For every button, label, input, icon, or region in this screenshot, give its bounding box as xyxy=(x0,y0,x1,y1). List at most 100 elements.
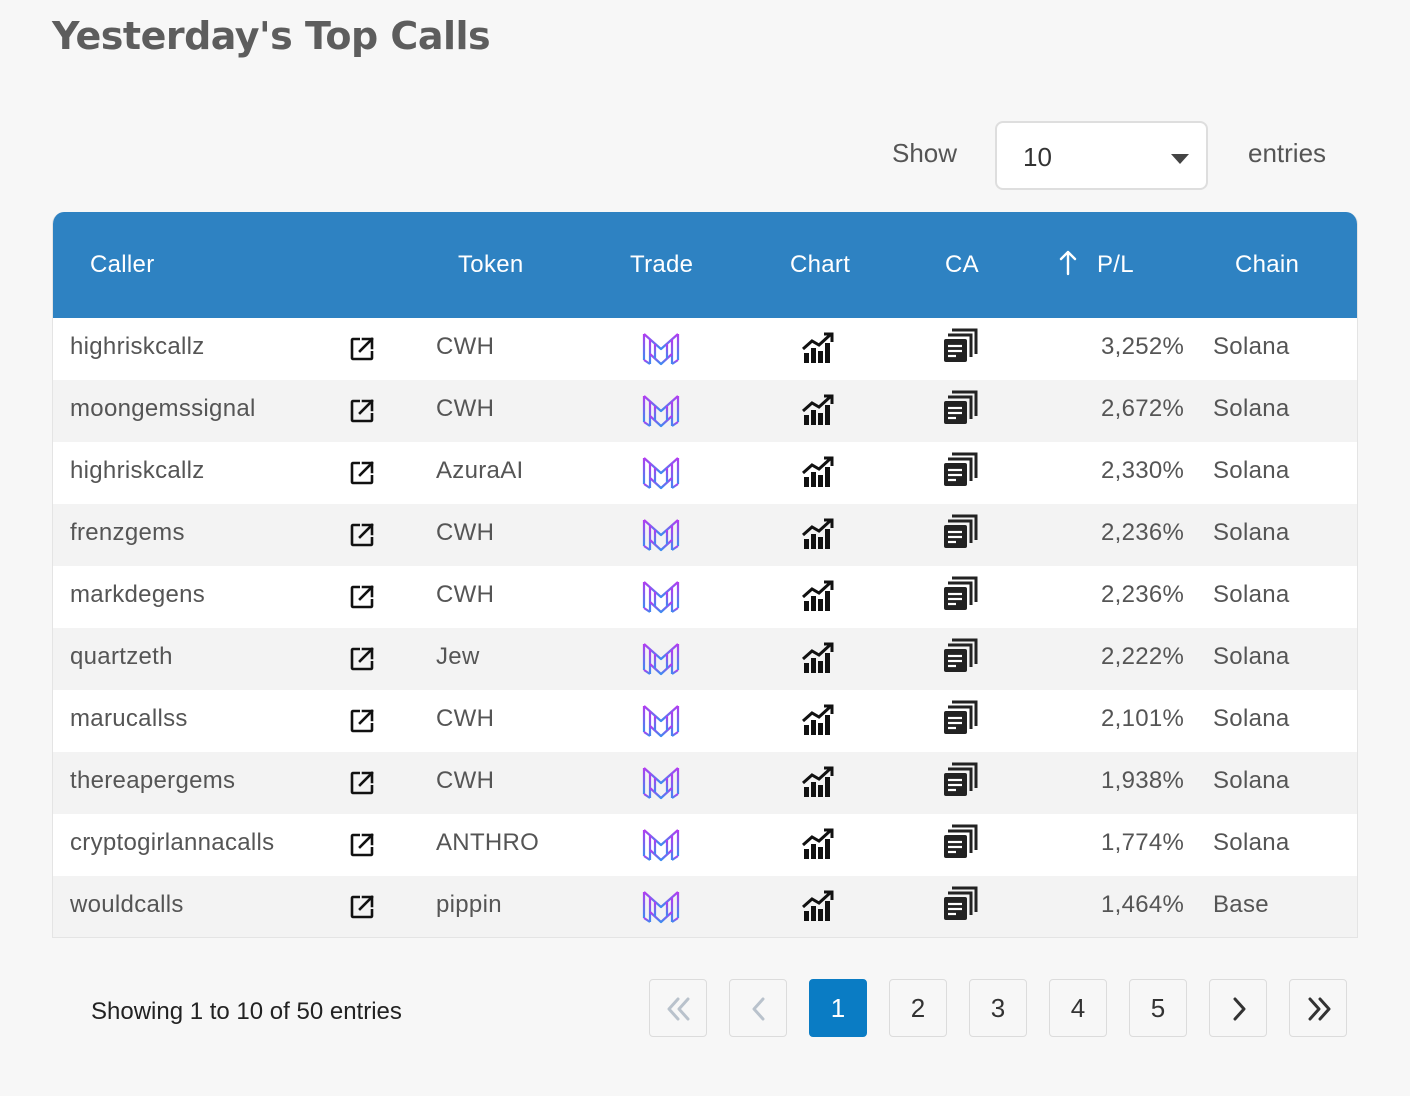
token-name: CWH xyxy=(436,333,495,360)
chart-growth-icon[interactable] xyxy=(801,517,835,551)
table-row: frenzgems CWH 2,236% Solana xyxy=(53,504,1357,566)
copy-icon[interactable] xyxy=(944,886,978,920)
profit-loss: 2,330% xyxy=(1101,457,1185,484)
header-trade[interactable]: Trade xyxy=(630,251,694,278)
double-chevron-right-icon xyxy=(1308,997,1331,1021)
token-name: CWH xyxy=(436,519,495,546)
caller-name: thereapergems xyxy=(70,767,236,794)
caller-name: markdegens xyxy=(70,581,206,608)
table-row: quartzeth Jew 2,222% Solana xyxy=(53,628,1357,690)
copy-icon[interactable] xyxy=(944,514,978,548)
token-name: CWH xyxy=(436,705,495,732)
caller-name: wouldcalls xyxy=(70,891,184,918)
caller-name: frenzgems xyxy=(70,519,185,546)
chevron-left-icon xyxy=(752,997,765,1021)
external-link-icon[interactable] xyxy=(349,894,375,920)
last-page-button[interactable] xyxy=(1289,979,1347,1037)
copy-icon[interactable] xyxy=(944,328,978,362)
trade-logo-icon[interactable] xyxy=(641,640,681,678)
copy-icon[interactable] xyxy=(944,824,978,858)
table-header: Caller Token Trade Chart CA P/L Chain xyxy=(53,212,1357,318)
header-caller[interactable]: Caller xyxy=(90,251,155,278)
trade-logo-icon[interactable] xyxy=(641,516,681,554)
trade-logo-icon[interactable] xyxy=(641,330,681,368)
chart-growth-icon[interactable] xyxy=(801,641,835,675)
header-chain[interactable]: Chain xyxy=(1235,251,1300,278)
trade-logo-icon[interactable] xyxy=(641,392,681,430)
caller-name: quartzeth xyxy=(70,643,173,670)
page-button-4[interactable]: 4 xyxy=(1049,979,1107,1037)
profit-loss: 2,101% xyxy=(1101,705,1185,732)
table-row: marucallss CWH 2,101% Solana xyxy=(53,690,1357,752)
external-link-icon[interactable] xyxy=(349,522,375,548)
chain-name: Solana xyxy=(1213,581,1290,608)
chart-growth-icon[interactable] xyxy=(801,579,835,613)
caller-name: marucallss xyxy=(70,705,188,732)
page-button-2[interactable]: 2 xyxy=(889,979,947,1037)
chart-growth-icon[interactable] xyxy=(801,827,835,861)
chevron-right-icon xyxy=(1233,997,1246,1021)
trade-logo-icon[interactable] xyxy=(641,454,681,492)
chain-name: Solana xyxy=(1213,767,1290,794)
token-name: ANTHRO xyxy=(436,829,540,856)
trade-logo-icon[interactable] xyxy=(641,702,681,740)
caret-down-icon xyxy=(1171,154,1189,164)
header-token[interactable]: Token xyxy=(458,251,524,278)
external-link-icon[interactable] xyxy=(349,460,375,486)
entries-label: entries xyxy=(1248,138,1327,168)
header-ca[interactable]: CA xyxy=(945,251,979,278)
trade-logo-icon[interactable] xyxy=(641,764,681,802)
copy-icon[interactable] xyxy=(944,638,978,672)
profit-loss: 3,252% xyxy=(1101,333,1185,360)
header-pl[interactable]: P/L xyxy=(1097,251,1134,278)
token-name: CWH xyxy=(436,581,495,608)
page-button-1[interactable]: 1 xyxy=(809,979,867,1037)
page-button-5[interactable]: 5 xyxy=(1129,979,1187,1037)
page-title: Yesterday's Top Calls xyxy=(52,14,491,58)
external-link-icon[interactable] xyxy=(349,646,375,672)
external-link-icon[interactable] xyxy=(349,398,375,424)
external-link-icon[interactable] xyxy=(349,770,375,796)
top-calls-table: Caller Token Trade Chart CA P/L Chain hi… xyxy=(52,212,1358,938)
header-chart[interactable]: Chart xyxy=(790,251,851,278)
token-name: pippin xyxy=(436,891,502,918)
chart-growth-icon[interactable] xyxy=(801,889,835,923)
token-name: Jew xyxy=(436,643,480,670)
arrow-up-icon[interactable] xyxy=(1059,250,1077,276)
first-page-button[interactable] xyxy=(649,979,707,1037)
chart-growth-icon[interactable] xyxy=(801,765,835,799)
copy-icon[interactable] xyxy=(944,576,978,610)
chain-name: Solana xyxy=(1213,457,1290,484)
previous-page-button[interactable] xyxy=(729,979,787,1037)
chain-name: Solana xyxy=(1213,519,1290,546)
table-row: moongemssignal CWH 2,672% Solana xyxy=(53,380,1357,442)
next-page-button[interactable] xyxy=(1209,979,1267,1037)
copy-icon[interactable] xyxy=(944,700,978,734)
chart-growth-icon[interactable] xyxy=(801,455,835,489)
caller-name: highriskcallz xyxy=(70,333,205,360)
chain-name: Solana xyxy=(1213,829,1290,856)
profit-loss: 1,774% xyxy=(1101,829,1185,856)
trade-logo-icon[interactable] xyxy=(641,826,681,864)
chart-growth-icon[interactable] xyxy=(801,331,835,365)
trade-logo-icon[interactable] xyxy=(641,578,681,616)
chart-growth-icon[interactable] xyxy=(801,393,835,427)
token-name: AzuraAI xyxy=(436,457,524,484)
entries-per-page-select[interactable]: 10 xyxy=(995,121,1208,190)
copy-icon[interactable] xyxy=(944,390,978,424)
external-link-icon[interactable] xyxy=(349,708,375,734)
copy-icon[interactable] xyxy=(944,762,978,796)
external-link-icon[interactable] xyxy=(349,336,375,362)
trade-logo-icon[interactable] xyxy=(641,888,681,926)
copy-icon[interactable] xyxy=(944,452,978,486)
caller-name: moongemssignal xyxy=(70,395,256,422)
chart-growth-icon[interactable] xyxy=(801,703,835,737)
external-link-icon[interactable] xyxy=(349,832,375,858)
table-body: highriskcallz CWH 3,252% Solana moongemssign… xyxy=(53,318,1357,937)
page-button-3[interactable]: 3 xyxy=(969,979,1027,1037)
external-link-icon[interactable] xyxy=(349,584,375,610)
chain-name: Base xyxy=(1213,891,1269,918)
double-chevron-left-icon xyxy=(667,997,690,1021)
caller-name: cryptogirlannacalls xyxy=(70,829,275,856)
chain-name: Solana xyxy=(1213,643,1290,670)
